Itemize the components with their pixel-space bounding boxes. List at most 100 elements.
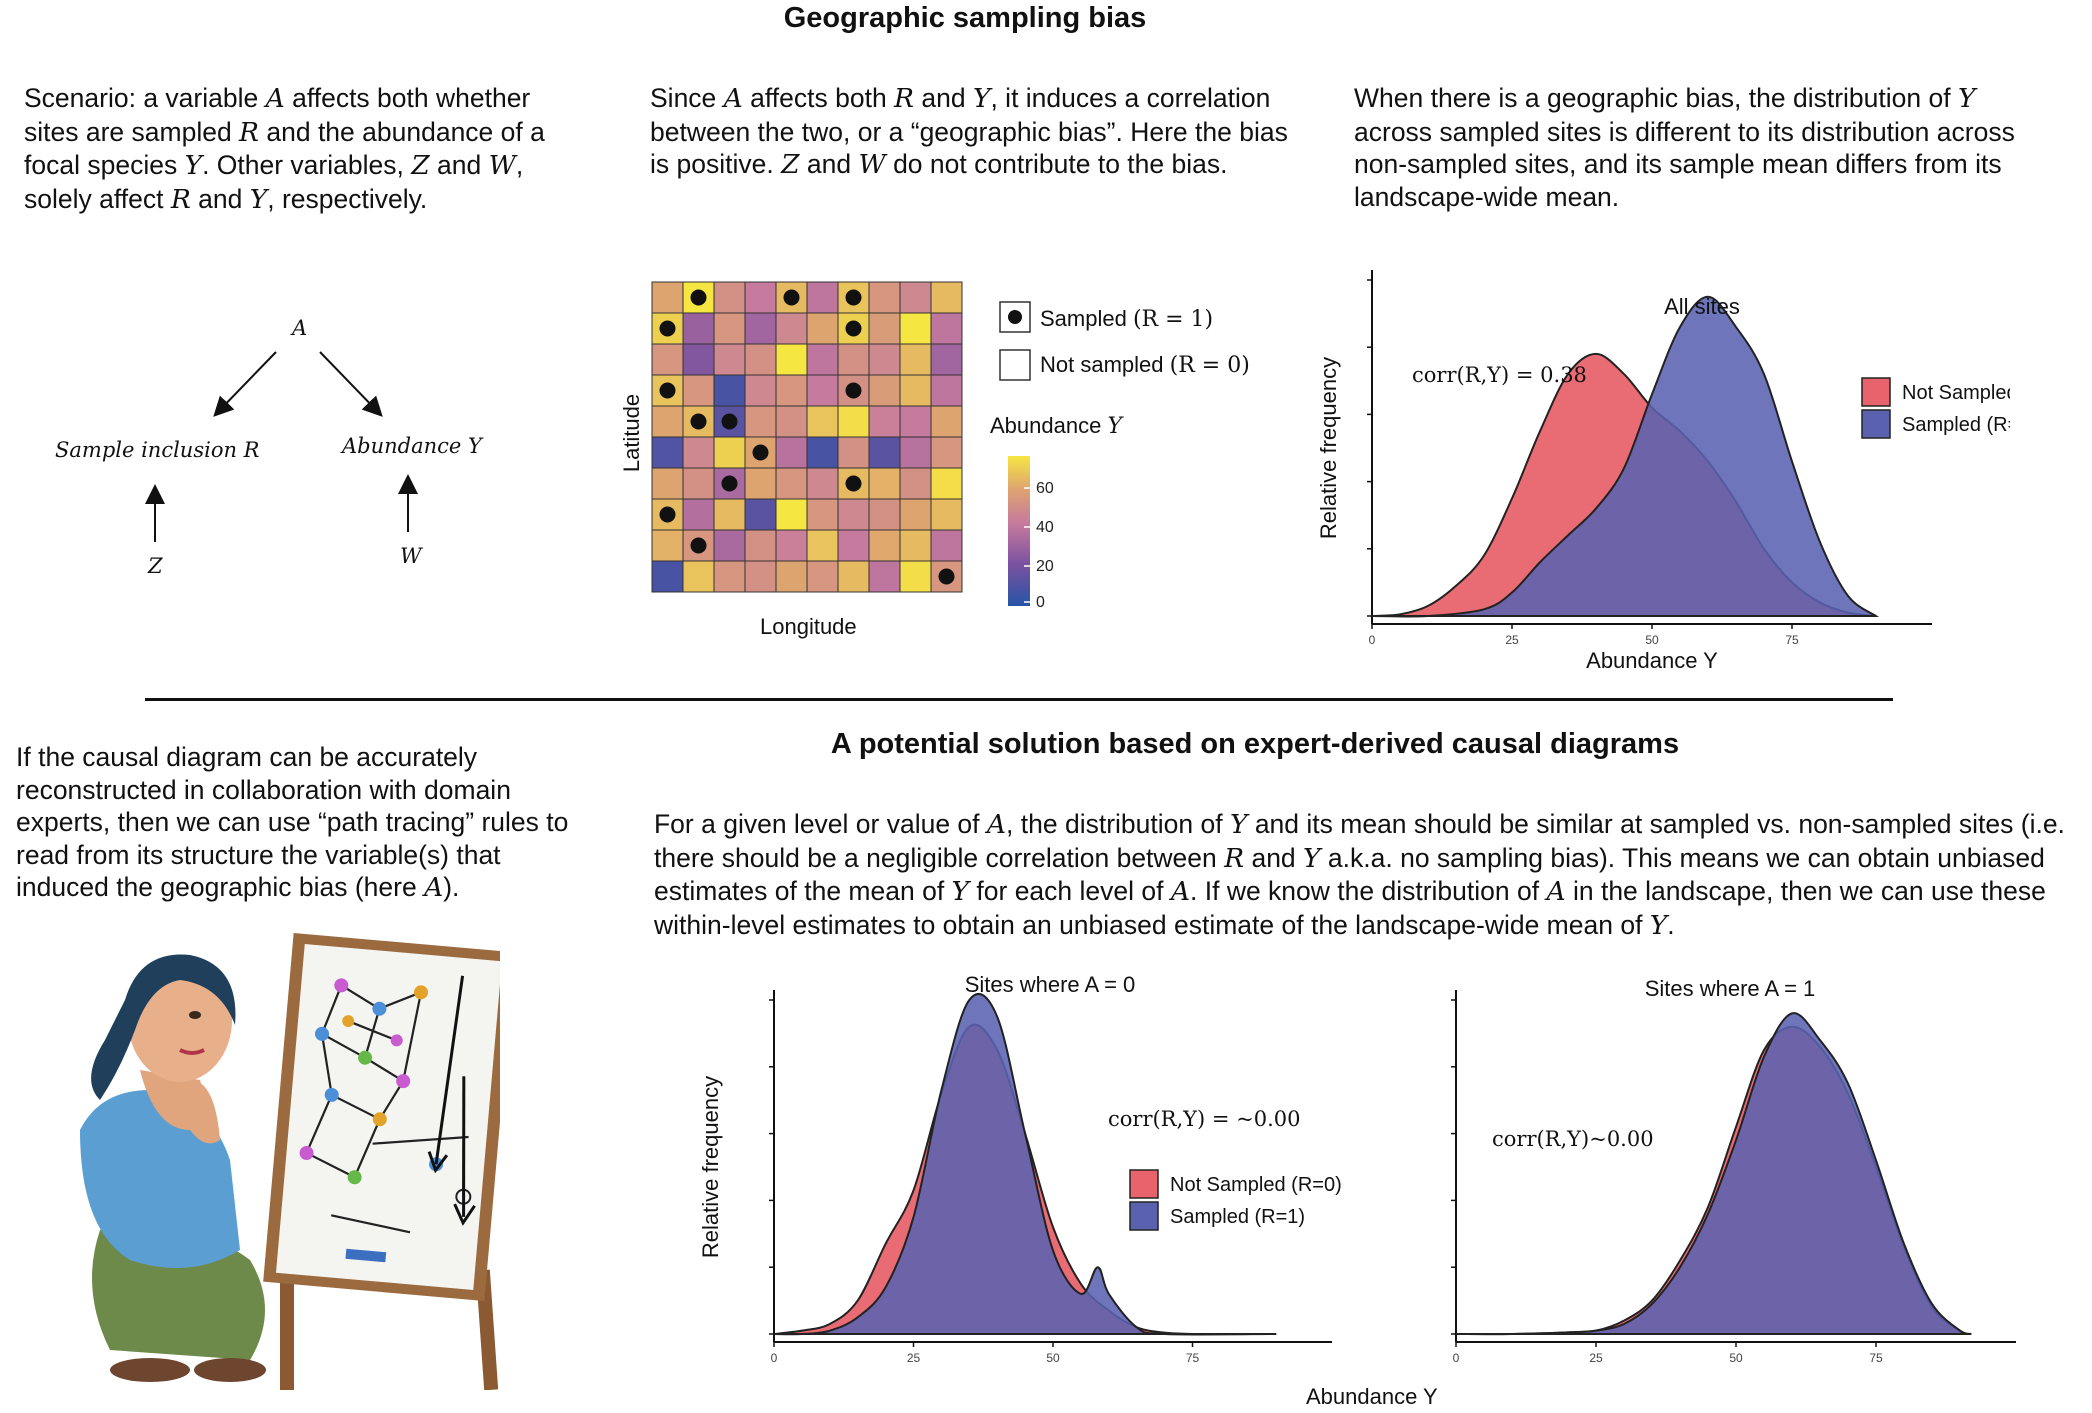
grid-cell [775,560,808,593]
math-symbol: A [986,809,1007,840]
y-axis-label: Relative frequency [698,1076,723,1258]
grid-cell [868,405,901,438]
correlation-annotation: corr(R,Y)~0.00 [1492,1127,1654,1151]
math-symbol: R [894,83,914,114]
grid-cell [682,374,715,407]
grid-cell [651,529,684,562]
grid-cell [837,529,870,562]
grid-cell [651,560,684,593]
math-symbol: R [170,183,191,215]
text-top-middle: Since A affects both R and Y, it induces… [650,83,1288,180]
math-symbol: Z [411,150,430,181]
grid-cell [806,374,839,407]
grid-cell [868,498,901,531]
grid-cell [775,498,808,531]
text-top-right: When there is a geographic bias, the dis… [1354,83,2015,212]
arrow-a-to-r [213,351,277,417]
grid-xlabel: Longitude [760,614,857,639]
sampled-site-dot [783,289,800,306]
text-bottom-left: If the causal diagram can be accurately … [16,742,569,903]
grid-cell [837,560,870,593]
x-tick-label: 75 [1186,1351,1200,1365]
grid-cell [930,529,963,562]
sampled-site-dot [752,444,769,461]
sampled-site-dot [690,537,707,554]
dag-node-z: Z [148,554,163,578]
grid-cell [930,467,963,500]
grid-cell [868,560,901,593]
legend-swatch [1861,409,1891,439]
grid-cell [682,467,715,500]
arrow-a-to-y [319,351,383,417]
grid-cell [744,529,777,562]
grid-ylabel: Latitude [619,393,644,473]
scientist-whiteboard-illustration [80,932,500,1390]
legend-label: Not Sampled (R=0) [1170,1174,1342,1196]
legend-swatch [1129,1201,1159,1231]
grid-cell [775,467,808,500]
grid-cell [744,467,777,500]
grid-cell [837,343,870,376]
sampled-site-dot [721,413,738,430]
colorbar-title: Abundance Y [990,413,1122,439]
colorbar-tick-label: 0 [1036,594,1045,611]
grid-cell [868,312,901,345]
grid-cell [868,343,901,376]
grid-cell [806,343,839,376]
math-symbol: Y [1303,842,1321,874]
math-symbol: Y [972,83,991,114]
math-symbol: R [1224,842,1245,874]
x-tick-label: 50 [1046,1351,1060,1365]
grid-cell [682,343,715,376]
math-symbol: Y [1957,83,1976,114]
x-tick-label: 25 [1505,633,1519,647]
math-symbol: R [239,116,259,148]
x-tick-label: 0 [771,1351,778,1365]
grid-cell [899,343,932,376]
legend-label: Sampled (R=1) [1902,414,2010,436]
math-symbol: A [1170,876,1190,907]
grid-cell [806,312,839,345]
grid-cell [806,498,839,531]
colorbar [1008,456,1030,606]
density-chart-a1: 0 25 50 75 Sites where A = 1 corr(R,Y)~0.00 [1451,976,2016,1365]
dag-arrows [145,351,418,542]
legend-not-sampled-label: Not sampled (R = 0) [1040,352,1250,378]
math-symbol: W [858,149,886,180]
x-tick-label: 25 [1589,1351,1603,1365]
x-axis-label: Abundance Y [1586,648,1718,673]
legend-sampled-dot [1008,310,1022,324]
legend-label: Sampled (R=1) [1170,1206,1305,1228]
text-bottom-right: For a given level or value of A, the dis… [654,809,2065,941]
grid-cell [682,436,715,469]
grid-cell [713,436,746,469]
grid-cell [806,467,839,500]
grid-cell [744,281,777,314]
x-tick-label: 50 [1729,1351,1743,1365]
sampled-site-dot [845,320,862,337]
legend-label: Not Sampled (R=0) [1902,382,2010,404]
x-tick-label: 25 [907,1351,921,1365]
sampled-density [773,993,1277,1336]
grid-cell [930,343,963,376]
grid-cell [899,436,932,469]
grid-cell [651,405,684,438]
x-tick-label: 0 [1453,1351,1460,1365]
grid-cell [713,343,746,376]
grid-cell [713,374,746,407]
sampled-site-dot [845,382,862,399]
sampled-site-dot [938,568,955,585]
bottom-xlabel: Abundance Y [1306,1384,1438,1409]
grid-cell [744,343,777,376]
density-chart-a0: 0 25 50 75 Sites where A = 0 corr(R,Y) = ~0.0… [698,972,1342,1365]
grid-cell [775,436,808,469]
grid-cell [713,560,746,593]
grid-cell [837,405,870,438]
chart-title: All sites [1664,294,1740,319]
grid-cell [868,436,901,469]
math-symbol: Y [1229,809,1248,840]
grid-cell [744,374,777,407]
grid-cell [899,467,932,500]
grid-cell [744,498,777,531]
grid-cell [713,281,746,314]
